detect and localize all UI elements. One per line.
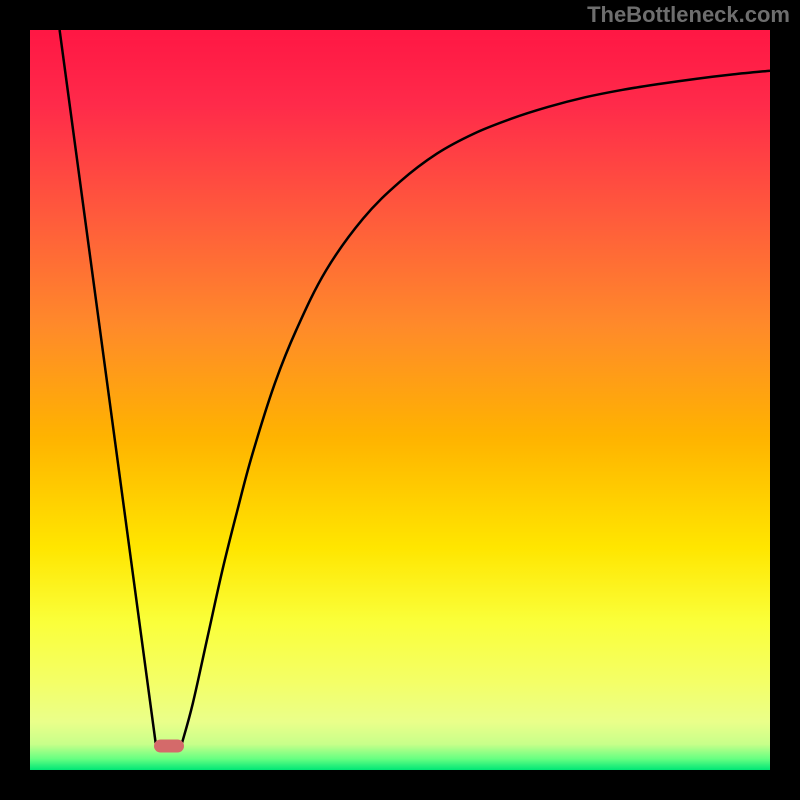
curve-left-leg: [60, 30, 156, 744]
bottleneck-marker: [154, 740, 184, 753]
curve-layer: [30, 30, 770, 770]
canvas-root: TheBottleneck.com: [0, 0, 800, 800]
plot-area: [30, 30, 770, 770]
curve-right: [182, 71, 770, 744]
watermark-text: TheBottleneck.com: [587, 2, 790, 28]
